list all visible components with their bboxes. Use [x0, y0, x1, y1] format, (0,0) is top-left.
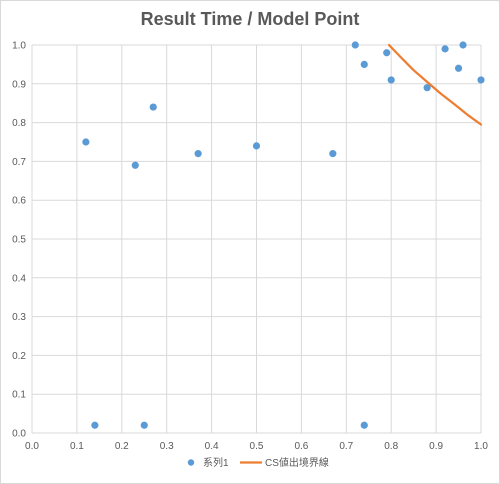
series-layer: [82, 41, 485, 429]
data-point: [383, 49, 391, 57]
data-point: [194, 150, 202, 158]
data-point: [387, 76, 395, 84]
x-tick-label: 0.9: [429, 441, 443, 452]
data-point: [454, 64, 463, 72]
y-tick-label: 0.0: [12, 429, 26, 440]
data-point: [441, 45, 449, 53]
chart-title: Result Time / Model Point: [140, 9, 360, 29]
data-point: [423, 84, 431, 92]
data-point: [329, 150, 337, 158]
y-tick-label: 0.8: [12, 118, 26, 129]
y-tick-label: 0.4: [12, 273, 26, 284]
data-point: [459, 41, 467, 49]
x-tick-label: 1.0: [474, 441, 488, 452]
y-tick-label: 0.3: [12, 312, 26, 323]
legend-marker-scatter: [187, 459, 195, 466]
y-tick-label: 0.7: [12, 157, 26, 168]
x-tick-label: 0.3: [160, 441, 174, 452]
grid: [31, 44, 482, 434]
data-point: [360, 60, 368, 68]
data-point: [360, 421, 368, 429]
data-point: [82, 138, 90, 146]
x-tick-label: 0.7: [339, 441, 353, 452]
x-tick-label: 0.1: [70, 441, 84, 452]
legend: 系列1 CS値出境界線: [187, 456, 329, 469]
y-tick-label: 0.5: [12, 235, 26, 246]
y-axis-ticks: 0.0 0.1 0.2 0.3 0.4 0.5 0.6 0.7 0.8 0.9 1.0: [12, 41, 26, 440]
y-tick-label: 1.0: [12, 41, 26, 52]
data-point: [252, 142, 261, 150]
y-tick-label: 0.2: [12, 351, 26, 362]
data-point: [91, 421, 99, 429]
data-point: [477, 76, 485, 84]
y-tick-label: 0.9: [12, 79, 26, 90]
x-tick-label: 0.5: [250, 441, 264, 452]
data-point: [131, 161, 139, 169]
x-tick-label: 0.4: [205, 441, 219, 452]
legend-label-boundary: CS値出境界線: [265, 456, 329, 469]
data-point: [149, 103, 157, 111]
legend-label-series1: 系列1: [203, 456, 229, 469]
x-tick-label: 0.2: [115, 441, 129, 452]
x-tick-label: 0.6: [294, 441, 308, 452]
data-point: [351, 41, 359, 49]
x-axis-ticks: 0.0 0.1 0.2 0.3 0.4 0.5 0.6 0.7 0.8 0.9 1.0: [25, 441, 488, 452]
x-tick-label: 0.0: [25, 441, 39, 452]
data-point: [140, 421, 148, 429]
x-tick-label: 0.8: [384, 441, 398, 452]
boundary-line: [387, 43, 483, 126]
y-tick-label: 0.6: [12, 196, 26, 207]
y-tick-label: 0.1: [12, 390, 26, 401]
